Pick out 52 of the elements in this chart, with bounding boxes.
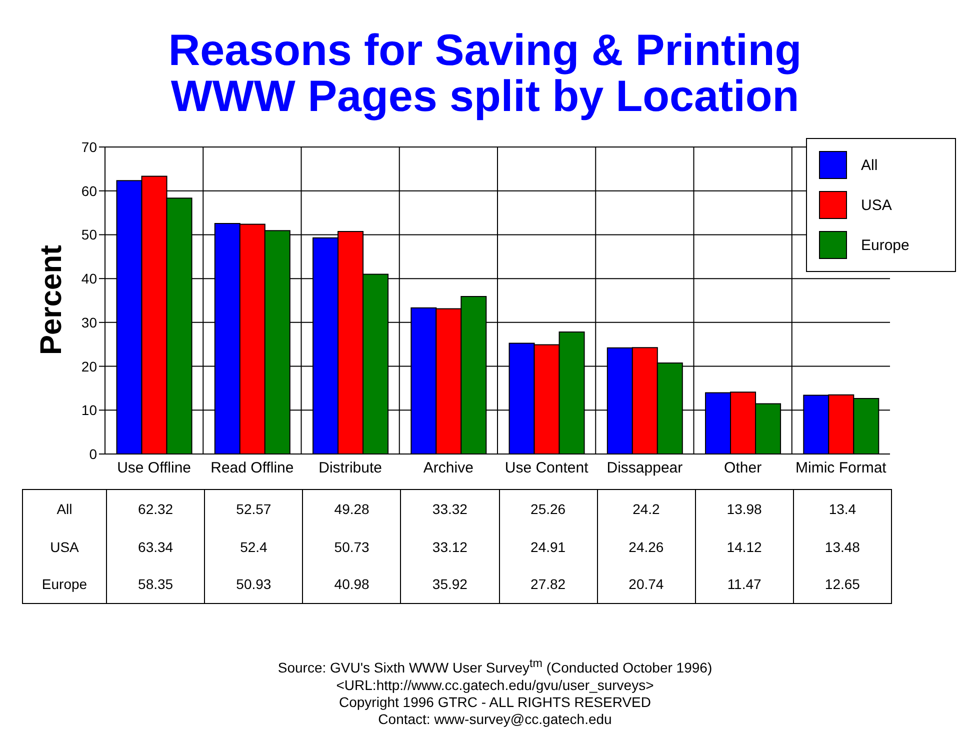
- data-label: 24.26: [597, 528, 696, 566]
- data-label: 62.32: [106, 490, 205, 528]
- data-label: 13.4: [793, 490, 892, 528]
- legend-label: USA: [861, 196, 892, 214]
- data-label: 63.34: [106, 528, 205, 566]
- data-label: 58.35: [106, 566, 205, 604]
- data-label: 24.2: [597, 490, 696, 528]
- data-label: 25.26: [499, 490, 598, 528]
- x-tick-label: Use Content: [504, 460, 590, 477]
- x-tick-label: Dissappear: [606, 460, 683, 477]
- y-tick-label: 10: [81, 402, 98, 418]
- data-label: 40.98: [302, 566, 401, 604]
- y-tick-label: 70: [81, 138, 98, 155]
- data-label: 50.73: [302, 528, 401, 566]
- data-label: 35.92: [400, 566, 499, 604]
- x-tick-label: Mimic Format: [796, 460, 888, 477]
- data-label: 50.93: [204, 566, 303, 604]
- data-label: 11.47: [695, 566, 794, 604]
- x-tick-label: Use Offline: [117, 460, 192, 477]
- chart-title: Reasons for Saving & Printing WWW Pages split by Location: [167, 26, 803, 121]
- legend-label: All: [861, 156, 878, 174]
- x-tick-label: Distribute: [318, 460, 382, 477]
- data-label: 24.91: [499, 528, 598, 566]
- text: Contact: www-survey@cc.gatech.edu: [377, 710, 613, 728]
- y-tick-label: 20: [81, 358, 98, 374]
- text: All: [56, 500, 72, 517]
- data-label: 52.57: [204, 490, 303, 528]
- x-tick-label: Read Offline: [210, 460, 294, 477]
- text: <URL:http://www.cc.gatech.edu/gvu/user_surveys>: [335, 676, 655, 694]
- text: Europe: [42, 576, 88, 592]
- y-tick-label: 60: [81, 182, 98, 199]
- data-label: 13.98: [695, 490, 794, 528]
- data-label: 49.28: [302, 490, 401, 528]
- data-label: 14.12: [695, 528, 794, 566]
- y-tick-label: 0: [89, 446, 98, 462]
- source-note: Source: GVU's Sixth WWW User Survey$^{tm}$ (Conducted October 1996): [276, 656, 714, 677]
- data-label: 33.12: [400, 528, 499, 566]
- text: Copyright 1996 GTRC - ALL RIGHTS RESERVED: [338, 694, 652, 711]
- y-tick-label: 30: [81, 314, 98, 330]
- x-tick-label: Other: [724, 460, 762, 477]
- text: USA: [50, 538, 79, 554]
- y-tick-label: 40: [81, 270, 98, 287]
- data-label: 33.32: [400, 490, 499, 528]
- y-tick-label: 50: [81, 226, 98, 243]
- data-label: 13.48: [793, 528, 892, 566]
- y-axis-title: Percent: [35, 244, 69, 356]
- data-label: 12.65: [793, 566, 892, 604]
- data-label: 52.4: [204, 528, 303, 566]
- data-label: 27.82: [499, 566, 598, 604]
- legend-label: Europe: [861, 236, 910, 254]
- data-label: 20.74: [597, 566, 696, 604]
- x-tick-label: Archive: [423, 460, 474, 477]
